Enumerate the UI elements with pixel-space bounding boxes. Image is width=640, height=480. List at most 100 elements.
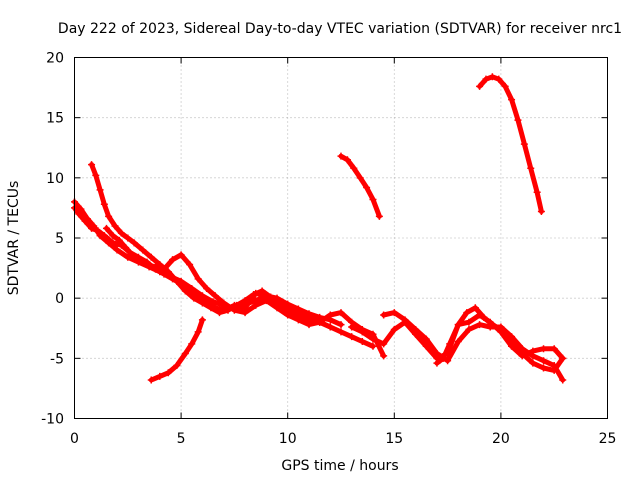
data-point-marker [164,268,172,276]
data-point-marker [559,376,567,384]
y-tick-label: -5 [50,351,64,367]
data-point-marker [105,212,113,220]
y-tick-label: -10 [41,412,64,428]
data-point-marker [100,200,108,208]
data-point-marker [77,205,85,213]
data-point-marker [113,246,121,254]
data-point-marker [294,316,302,324]
data-point-marker [356,174,364,182]
y-tick-label: 0 [55,291,64,307]
data-point-marker [275,299,283,307]
data-point-marker [439,354,447,362]
data-point-marker [550,345,558,353]
data-point-marker [358,328,366,336]
x-axis-label: GPS time / hours [281,458,398,474]
data-point-marker [147,376,155,384]
data-point-marker [88,161,96,169]
data-point-marker [258,287,266,295]
data-point-marker [160,265,168,273]
data-point-marker [465,325,473,333]
data-point-marker [124,253,132,261]
x-tick-label: 5 [177,431,186,447]
data-point-marker [390,309,398,317]
data-point-marker [316,318,324,326]
data-point-marker [540,345,548,353]
data-point-marker [401,318,409,326]
data-point-marker [501,82,509,90]
data-point-marker [134,256,142,264]
data-point-marker [508,337,516,345]
data-point-marker [337,309,345,317]
y-tick-label: 15 [46,111,64,127]
data-point-marker [211,292,219,300]
data-point-marker [369,335,377,343]
data-point-marker [482,75,490,83]
data-point-marker [94,227,102,235]
data-point-marker [326,311,334,319]
data-point-marker [220,299,228,307]
data-point-marker [550,366,558,374]
data-point-marker [241,297,249,305]
data-point-marker [369,342,377,350]
data-point-marker [533,188,541,196]
data-series [71,73,567,384]
data-point-marker [111,222,119,230]
data-point-marker [188,340,196,348]
x-tick-label: 0 [70,431,79,447]
data-point-marker [471,304,479,312]
data-point-marker [463,309,471,317]
data-point-marker [250,291,258,299]
data-point-marker [369,195,377,203]
data-point-marker [190,294,198,302]
y-tick-label: 5 [55,231,64,247]
data-point-marker [454,321,462,329]
data-point-marker [284,304,292,312]
data-point-marker [96,186,104,194]
data-point-marker [203,285,211,293]
data-point-marker [100,232,108,240]
chart-title: Day 222 of 2023, Sidereal Day-to-day VTE… [58,21,622,37]
data-point-marker [273,304,281,312]
data-point-marker [422,335,430,343]
data-point-marker [173,277,181,285]
series-line-arc-1 [72,199,344,328]
tick-labels: 0 5 10 15 20 25 -10 -5 0 5 10 15 20 [41,51,616,448]
data-point-marker [375,212,383,220]
series-line-arc-7 [477,74,544,214]
data-point-marker [181,350,189,358]
data-point-marker [520,140,528,148]
data-point-marker [529,359,537,367]
data-point-marker [412,330,420,338]
data-point-marker [233,301,241,309]
grid [74,57,608,419]
data-point-marker [294,309,302,317]
data-point-marker [348,333,356,341]
data-point-marker [122,244,130,252]
data-point-marker [194,275,202,283]
data-point-marker [109,239,117,247]
data-point-marker [130,239,138,247]
data-point-marker [508,96,516,104]
data-point-marker [326,323,334,331]
data-point-marker [164,369,172,377]
data-point-marker [198,316,206,324]
data-point-marker [139,246,147,254]
data-point-marker [75,210,83,218]
data-point-marker [88,224,96,232]
data-point-marker [380,352,388,360]
data-point-marker [454,337,462,345]
data-point-marker [173,362,181,370]
data-point-marker [117,229,125,237]
data-point-marker [147,253,155,261]
data-point-marker [115,236,123,244]
data-point-marker [348,323,356,331]
data-point-marker [540,364,548,372]
x-tick-label: 25 [599,431,617,447]
y-tick-label: 10 [46,171,64,187]
data-point-marker [480,313,488,321]
data-point-marker [465,318,473,326]
data-point-marker [177,251,185,259]
data-point-marker [169,256,177,264]
series-line-arc-6 [338,153,382,219]
data-point-marker [380,340,388,348]
